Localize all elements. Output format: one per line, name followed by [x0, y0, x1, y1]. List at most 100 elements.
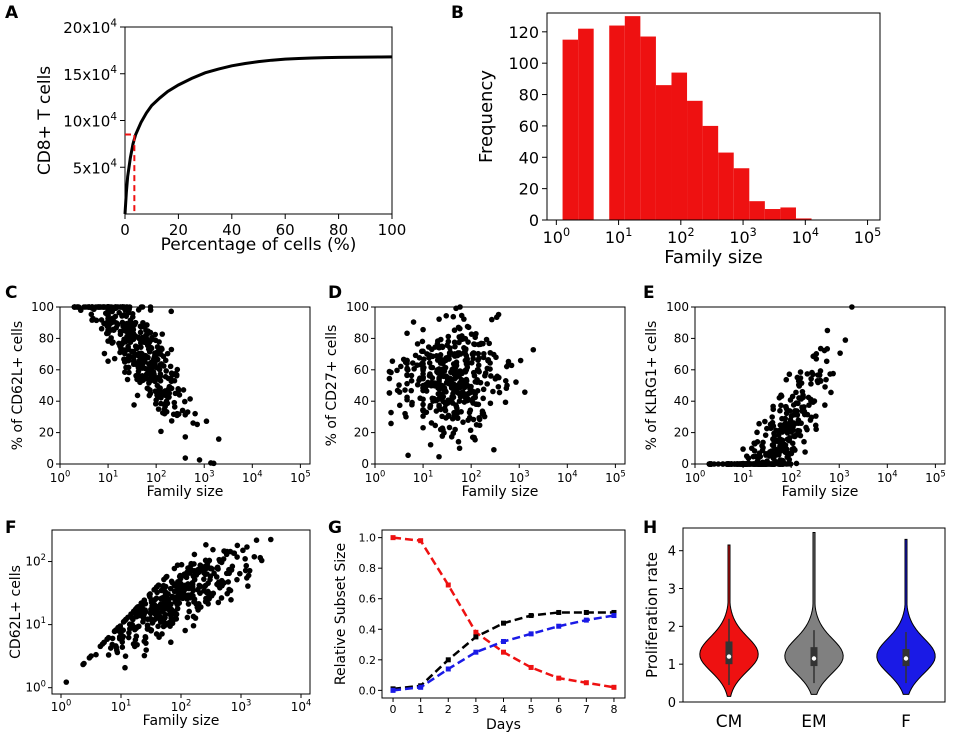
panel-c-point — [166, 394, 172, 400]
panel-d-point — [473, 330, 479, 337]
panel-d-point — [482, 372, 488, 379]
panel-b-bar — [764, 209, 781, 220]
panel-f-ytick-label-base: 10 — [25, 618, 40, 632]
panel-b-bar — [671, 72, 688, 220]
panel-b-xtick-label-base: 10 — [605, 228, 625, 247]
panel-g-marker-red — [501, 649, 506, 655]
panel-b-xtick-label-exp: 4 — [812, 226, 819, 239]
panel-a-xtick-label: 20 — [169, 221, 188, 239]
panel-c-point — [144, 354, 151, 361]
panel-a-xtick-label: 60 — [276, 221, 295, 239]
panel-d-point — [442, 401, 449, 408]
panel-f-point — [190, 622, 197, 629]
panel-c-point — [158, 361, 165, 367]
panel-d-point — [456, 372, 463, 379]
panel-c-point — [161, 401, 167, 407]
panel-b-bar — [624, 16, 641, 220]
panel-e-point — [823, 376, 829, 383]
panel-f-point — [168, 615, 174, 622]
panel-e-point — [837, 350, 843, 356]
panel-f-point — [122, 653, 129, 659]
panel-d-point — [456, 391, 463, 397]
panel-d-point — [432, 344, 438, 350]
panel-e-axes — [694, 306, 946, 465]
panel-d-point — [404, 330, 410, 337]
panel-c-xlabel: Family size — [147, 484, 224, 500]
panel-d-point — [447, 375, 453, 382]
panel-f-point — [174, 562, 181, 568]
panel-e-point — [823, 358, 830, 365]
panel-f-xtick-label-exp: 1 — [126, 698, 131, 708]
panel-c-point — [129, 314, 136, 320]
panel-f-point — [63, 679, 70, 685]
panel-c-point — [125, 357, 132, 364]
panel-f-point — [141, 652, 148, 659]
panel-c-point — [180, 387, 187, 393]
panel-d-point — [454, 405, 460, 412]
panel-c-xtick-label-base: 10 — [242, 471, 257, 485]
panel-c-point — [168, 418, 175, 424]
panel-c-point — [105, 318, 111, 324]
panel-c-point — [175, 411, 182, 418]
panel-e-point — [793, 460, 800, 467]
panel-d-xtick-label-base: 10 — [365, 471, 380, 485]
panel-d-point — [408, 377, 415, 384]
panel-e-point — [801, 404, 807, 410]
panel-f-point — [191, 551, 198, 558]
panel-a-threshold-line — [125, 133, 136, 214]
panel-d-point — [473, 401, 479, 407]
panel-c-xtick-label: 100 — [50, 469, 71, 485]
panel-d-point — [487, 400, 494, 407]
panel-e-point — [800, 392, 806, 399]
panel-e-xtick-label-exp: 4 — [892, 469, 897, 479]
panel-c-point — [182, 455, 189, 461]
panel-d-point — [440, 360, 446, 367]
panel-c-point — [157, 371, 164, 377]
panel-e-point — [801, 438, 807, 445]
panel-d-point — [404, 380, 410, 387]
panel-g-marker-black — [528, 613, 534, 619]
panel-c-xtick-label-exp: 1 — [113, 469, 118, 479]
panel-c-point — [165, 375, 172, 382]
panel-d-point — [434, 357, 441, 363]
panel-f-point — [208, 565, 214, 571]
panel-e-ytick-label: 20 — [674, 426, 689, 440]
panel-c-point — [192, 410, 198, 417]
panel-e-point — [813, 426, 819, 433]
panel-f-ylabel: CD62L+ cells — [8, 565, 24, 659]
panel-c-ytick-label: 40 — [39, 394, 54, 408]
panel-b-xtick-label-exp: 0 — [563, 226, 570, 239]
panel-c-xtick-label: 105 — [290, 469, 311, 485]
panel-e-point — [756, 420, 762, 427]
panel-d-point — [404, 396, 410, 403]
panel-g-ytick-label: 1.0 — [359, 532, 377, 545]
panel-e-ytick-label: 100 — [666, 300, 689, 314]
panel-c-point — [161, 406, 168, 412]
panel-f-point — [208, 592, 215, 599]
panel-d-xtick-label: 105 — [605, 469, 626, 485]
panel-f-point — [142, 607, 148, 613]
panel-f-point — [218, 595, 225, 601]
panel-e-point — [801, 411, 808, 418]
panel-e-point — [762, 418, 768, 425]
panel-f-point — [158, 587, 165, 594]
panel-f-xtick-label: 100 — [51, 698, 72, 714]
panel-c-point — [136, 335, 142, 342]
panel-c-point — [141, 337, 148, 344]
panel-e-point — [760, 439, 766, 446]
panel-e-xtick-label-exp: 3 — [844, 469, 849, 479]
panel-d-point — [414, 341, 421, 347]
panel-e-xtick-label-exp: 2 — [796, 469, 801, 479]
panel-b-xtick-label-base: 10 — [543, 228, 563, 247]
panel-f-xtick-label-exp: 3 — [246, 698, 251, 708]
panel-f-xlabel: Family size — [143, 713, 220, 729]
panel-d-point — [402, 410, 408, 417]
panel-f-xtick-label-base: 10 — [171, 700, 186, 714]
panel-f-point — [97, 643, 104, 650]
panel-a-ytick-label: 10x104 — [63, 111, 117, 131]
panel-d-point — [436, 403, 442, 410]
panel-f-point — [189, 583, 196, 590]
panel-d-point — [410, 319, 417, 325]
panel-f-point — [115, 624, 122, 631]
panel-b-xtick-label-base: 10 — [792, 228, 812, 247]
